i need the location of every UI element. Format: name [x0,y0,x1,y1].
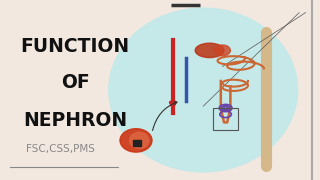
Text: FSC,CSS,PMS: FSC,CSS,PMS [26,144,95,154]
Text: OF: OF [61,73,90,92]
Bar [133,140,141,146]
Ellipse shape [214,45,230,56]
Text: FUNCTION: FUNCTION [20,37,130,56]
Ellipse shape [120,129,152,152]
Ellipse shape [130,132,149,148]
Ellipse shape [195,43,224,58]
Ellipse shape [109,8,298,172]
Text: NEPHRON: NEPHRON [23,111,127,130]
